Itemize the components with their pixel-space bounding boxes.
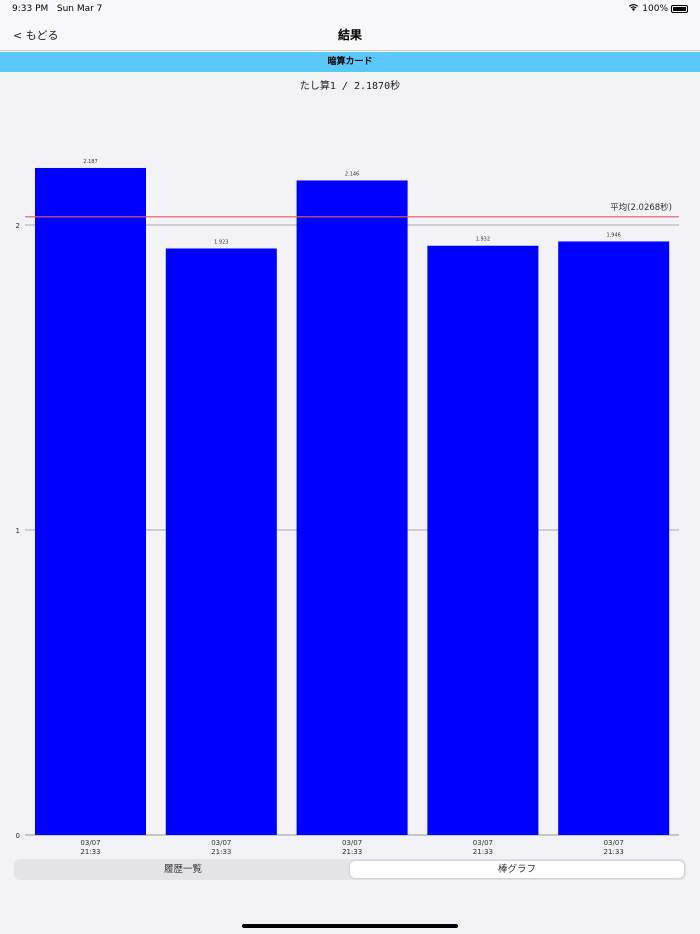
x-tick-label: 21:33	[342, 848, 362, 856]
wifi-icon	[628, 3, 639, 14]
section-banner: 暗算カード	[0, 52, 700, 72]
status-right: 100%	[628, 3, 688, 14]
segment-bar-graph[interactable]: 棒グラフ	[350, 861, 684, 878]
bar	[165, 248, 277, 836]
x-tick-label: 21:33	[80, 848, 100, 856]
bar	[427, 245, 539, 836]
y-tick-label: 0	[16, 832, 20, 840]
view-segmented-control: 履歴一覧 棒グラフ	[14, 859, 686, 880]
date-text: Sun Mar 7	[56, 4, 103, 14]
x-tick-label: 03/07	[80, 839, 100, 847]
y-tick-label: 1	[16, 527, 20, 535]
x-tick-label: 21:33	[473, 848, 493, 856]
status-bar: 9:33 PM Sun Mar 7 100%	[0, 0, 700, 18]
bar	[35, 167, 146, 836]
bar-value-label: 1.932	[476, 237, 490, 243]
home-indicator	[242, 924, 458, 928]
status-time: 9:33 PM Sun Mar 7	[12, 4, 102, 14]
battery-percent: 100%	[642, 3, 668, 14]
x-tick-label: 21:33	[211, 848, 231, 856]
average-label: 平均(2.0268秒)	[610, 202, 672, 213]
back-button[interactable]: < もどる	[13, 29, 59, 42]
x-tick-label: 03/07	[473, 839, 493, 847]
bar-chart: 0122.18703/0721:331.92303/0721:332.14603…	[16, 159, 679, 856]
bar-value-label: 1.946	[607, 232, 621, 238]
x-tick-label: 03/07	[211, 839, 231, 847]
x-tick-label: 03/07	[342, 839, 362, 847]
bar-value-label: 2.146	[345, 171, 359, 177]
x-tick-label: 03/07	[604, 839, 624, 847]
navigation-bar: < もどる 結果	[0, 18, 700, 51]
time-text: 9:33 PM	[12, 4, 49, 14]
bar-value-label: 1.923	[214, 239, 228, 245]
y-tick-label: 2	[16, 222, 20, 230]
bar-value-label: 2.187	[83, 159, 97, 165]
x-tick-label: 21:33	[604, 848, 624, 856]
bar	[296, 180, 408, 836]
result-summary: たし算1 / 2.1870秒	[299, 81, 401, 92]
page-title: 結果	[337, 28, 362, 42]
battery-icon	[671, 4, 688, 13]
bar	[558, 241, 670, 836]
segment-history-list[interactable]: 履歴一覧	[163, 864, 202, 875]
